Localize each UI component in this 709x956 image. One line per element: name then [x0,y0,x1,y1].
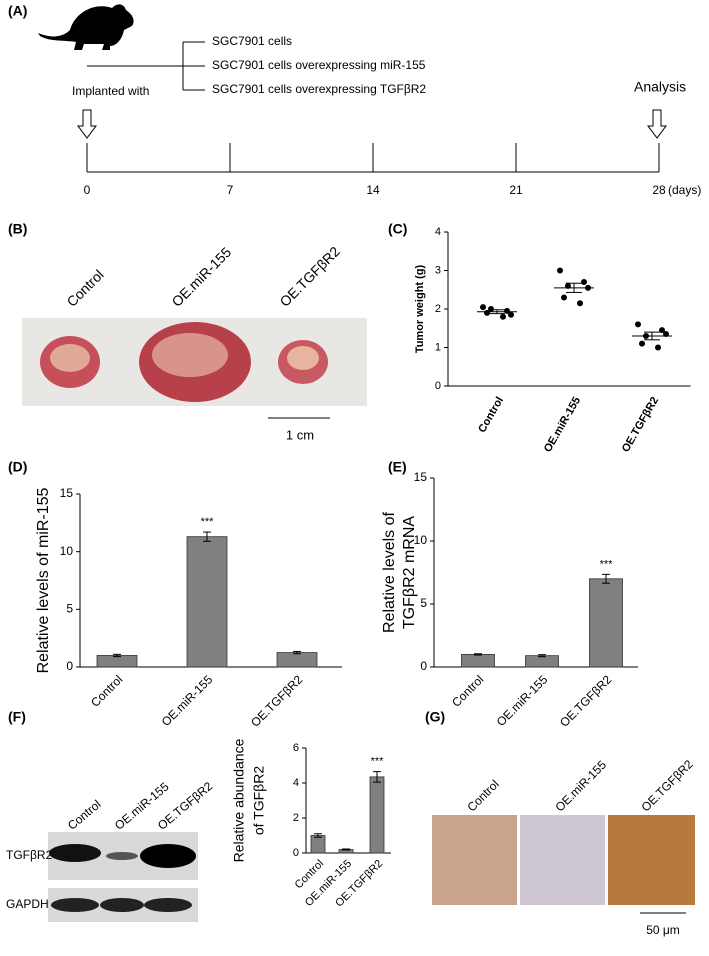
panel-label: (E) [388,459,407,475]
band-label: TGFβR2 [6,848,53,862]
y-tick-label: 2 [293,812,299,824]
data-point [655,344,661,351]
y-tick-label: 5 [66,602,73,616]
y-tick-label: 0 [66,659,73,673]
panel-label: (F) [8,709,26,725]
data-point [484,309,490,316]
band-label: GAPDH [6,897,49,911]
x-tick-label: OE.miR-155 [542,395,583,454]
scale-label: 1 cm [286,427,314,442]
x-tick-label: Control [476,395,506,435]
data-point [504,307,510,314]
ihc-images [432,815,695,914]
ihc-label: OE.TGFβR2 [638,757,695,814]
data-point [557,267,563,274]
y-tick-label: 2 [435,303,441,315]
group-label: SGC7901 cells overexpressing TGFβR2 [212,82,426,96]
y-tick-label: 15 [414,470,428,484]
data-point [561,294,567,301]
bar [369,776,385,854]
group-label: SGC7901 cells overexpressing miR-155 [212,58,426,72]
panel-label: (B) [8,221,27,237]
y-tick-label: 0 [293,847,299,859]
data-point [488,306,494,312]
x-tick-label: Control [449,672,486,709]
timeline-diagram [77,41,667,139]
sample-label: Control [63,267,106,310]
y-tick-label: 10 [60,544,74,558]
day-label: 14 [366,183,380,197]
start-label: Implanted with [72,84,149,98]
data-point [635,321,641,328]
blot-label: Control [65,797,104,833]
y-tick-label: 3 [435,264,441,276]
western-blot [48,832,198,922]
panel-label: (G) [425,709,445,725]
data-point [639,340,645,347]
y-tick-label: 5 [420,596,427,610]
y-axis-label: Relative levels of [381,511,398,633]
y-tick-label: 15 [60,486,74,500]
x-tick-label: OE.TGFβR2 [620,395,661,454]
day-unit: (days) [668,183,701,197]
day-label: 0 [84,183,91,197]
y-axis-label: of TGFβR2 [251,766,267,835]
day-label: 21 [509,183,523,197]
bar [589,578,623,668]
panel-label: (C) [388,221,407,237]
y-tick-label: 6 [293,742,299,754]
y-axis-label: Relative abundance [231,738,247,862]
y-tick-label: 0 [420,659,427,673]
sample-label: OE.miR-155 [168,244,234,310]
mouse-icon [38,4,134,50]
ihc-label: Control [464,777,501,814]
group-label: SGC7901 cells [212,34,292,48]
tumor-photo [22,318,367,419]
x-tick-label: Control [88,672,125,709]
data-point [480,304,486,311]
x-tick-label: OE.TGFβR2 [557,672,614,729]
x-tick-label: OE.miR-155 [494,672,551,729]
y-tick-label: 1 [435,341,441,353]
scale-label: 50 μm [646,923,680,937]
panel-label: (A) [8,3,27,19]
significance: *** [371,756,385,768]
x-tick-label: OE.miR-155 [159,672,216,729]
sample-label: OE.TGFβR2 [276,243,343,310]
bar [461,654,495,668]
y-axis-label: Relative levels of miR-155 [35,487,52,673]
data-point [508,311,514,318]
bar [276,652,318,668]
end-label: Analysis [634,79,686,95]
bar [96,655,138,668]
ihc-label: OE.miR-155 [552,758,609,815]
data-point [659,327,665,334]
y-axis-label: TGFβR2 mRNA [401,516,418,630]
significance: *** [600,558,614,570]
y-axis-label: Tumor weight (g) [414,264,426,353]
x-tick-label: OE.TGFβR2 [248,672,305,729]
y-tick-label: 10 [414,533,428,547]
day-label: 7 [227,183,234,197]
bar [525,655,559,668]
data-point [577,300,583,307]
panel-label: (D) [8,459,27,475]
bar [310,835,326,854]
bar [186,536,228,668]
y-tick-label: 4 [293,777,299,789]
significance: *** [201,516,215,528]
day-label: 28 [652,183,666,197]
data-point [581,279,587,286]
data-point [500,313,506,320]
y-tick-label: 4 [435,226,441,238]
y-tick-label: 0 [435,380,441,392]
